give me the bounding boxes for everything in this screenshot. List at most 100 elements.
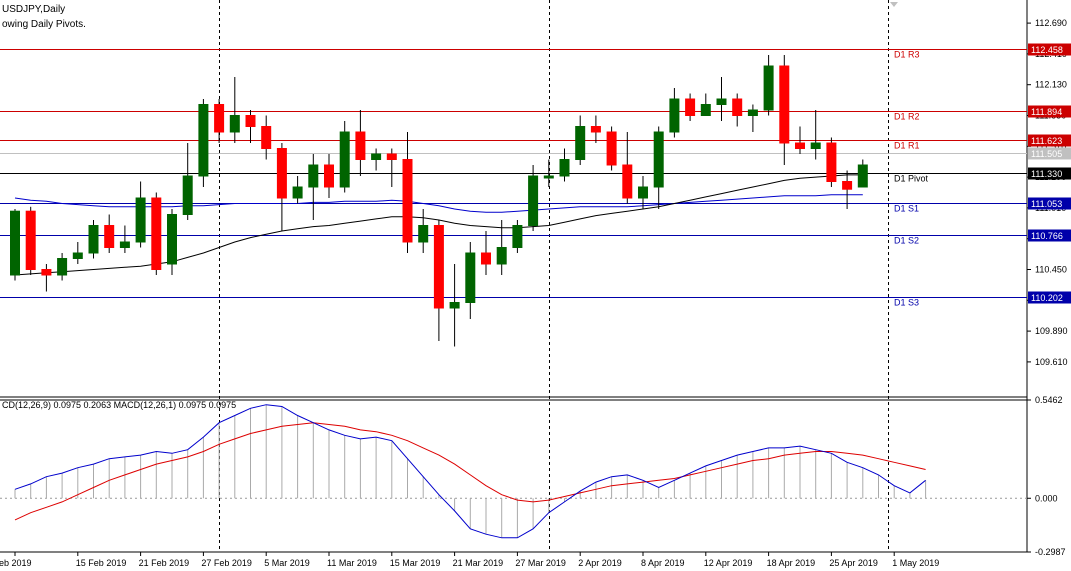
pivot-level-label: D1 R1 xyxy=(894,141,920,151)
candle-body xyxy=(198,104,209,177)
macd-tick-label: 0.5462 xyxy=(1035,395,1063,405)
candle-body xyxy=(622,164,633,199)
candle-body xyxy=(355,131,366,160)
macd-indicator-label: CD(12,26,9) 0.0975 0.2063 MACD(12,26,1) … xyxy=(2,400,236,410)
candle-body xyxy=(104,225,115,248)
candle-body xyxy=(575,126,586,160)
price-tick-label: 112.690 xyxy=(1035,18,1067,28)
pivot-price-box xyxy=(1028,197,1071,210)
candle-body xyxy=(638,186,648,199)
candle-body xyxy=(229,115,240,133)
candle-body xyxy=(810,142,821,149)
candle-body xyxy=(119,241,130,248)
price-tick-label: 109.890 xyxy=(1035,326,1068,336)
candle-body xyxy=(72,252,83,259)
candle-body xyxy=(669,98,680,133)
candle-body xyxy=(292,186,303,199)
candle-body xyxy=(606,131,617,166)
candle-body xyxy=(779,65,790,144)
candle-body xyxy=(449,302,460,309)
pivot-price-label: 111.623 xyxy=(1031,136,1062,146)
price-tick-label: 112.130 xyxy=(1035,80,1067,90)
candle-body xyxy=(308,164,319,188)
current-price-label: 111.505 xyxy=(1031,149,1062,159)
candle-body xyxy=(276,148,287,199)
candle-body xyxy=(57,258,68,276)
macd-tick-label: -0.2987 xyxy=(1035,547,1066,557)
candle-body xyxy=(716,98,727,105)
pivot-price-box xyxy=(1028,105,1071,118)
candle-body xyxy=(433,225,444,309)
macd-tick-label: 0.000 xyxy=(1035,493,1058,503)
candle-body xyxy=(481,252,491,265)
pivot-price-box xyxy=(1028,291,1071,304)
date-tick-label: 27 Feb 2019 xyxy=(201,558,252,568)
pivot-price-label: 112.458 xyxy=(1031,45,1063,55)
candle-body xyxy=(653,131,664,188)
date-tick-label: 15 Feb 2019 xyxy=(76,558,127,568)
candle-body xyxy=(41,269,52,276)
candle-body xyxy=(857,164,868,188)
candle-body xyxy=(826,142,837,182)
pivot-level-label: D1 S3 xyxy=(894,298,919,308)
pivot-price-label: 110.766 xyxy=(1031,231,1063,241)
date-tick-label: 27 Mar 2019 xyxy=(515,558,566,568)
candle-body xyxy=(496,247,507,265)
date-tick-label: 8 Apr 2019 xyxy=(641,558,685,568)
date-tick-label: 21 Feb 2019 xyxy=(139,558,190,568)
candle-body xyxy=(339,131,350,188)
date-tick-label: 18 Apr 2019 xyxy=(767,558,816,568)
candle-body xyxy=(261,126,272,149)
pivot-price-label: 111.894 xyxy=(1031,107,1062,117)
candle-body xyxy=(386,153,397,160)
pivot-level-label: D1 R3 xyxy=(894,50,920,60)
pivot-level-label: D1 R2 xyxy=(894,112,920,122)
candle-body xyxy=(543,175,554,179)
pivot-price-label: 111.330 xyxy=(1031,169,1062,179)
candle-body xyxy=(182,175,193,215)
indicator-note: owing Daily Pivots. xyxy=(2,19,86,30)
candle-body xyxy=(559,159,570,177)
candle-body xyxy=(418,225,429,243)
date-tick-label: 25 Apr 2019 xyxy=(829,558,878,568)
candle-body xyxy=(88,225,99,254)
symbol-label: USDJPY,Daily xyxy=(2,4,66,15)
current-price-box xyxy=(1028,147,1071,160)
pivot-price-label: 111.053 xyxy=(1031,199,1062,209)
pivot-level-label: D1 Pivot xyxy=(894,174,929,184)
candle-body xyxy=(685,98,696,116)
date-tick-label: 11 Mar 2019 xyxy=(327,558,377,568)
pivot-price-label: 110.202 xyxy=(1031,293,1063,303)
candle-body xyxy=(512,225,523,248)
date-tick-label: 1 May 2019 xyxy=(892,558,939,568)
candle-body xyxy=(25,210,36,270)
price-tick-label: 110.450 xyxy=(1035,265,1067,275)
candle-body xyxy=(324,164,334,188)
date-tick-label: 15 Mar 2019 xyxy=(390,558,441,568)
candle-body xyxy=(167,214,177,265)
candle-body xyxy=(747,109,758,116)
date-tick-label: 2 Apr 2019 xyxy=(578,558,622,568)
candle-body xyxy=(590,126,601,133)
candle-body xyxy=(732,98,743,116)
candle-body xyxy=(763,65,774,111)
candle-body xyxy=(10,210,20,276)
date-tick-label: eb 2019 xyxy=(0,558,32,568)
candle-body xyxy=(465,252,476,303)
pivot-price-box xyxy=(1028,167,1071,180)
date-tick-label: 5 Mar 2019 xyxy=(264,558,310,568)
candle-body xyxy=(700,104,711,116)
candle-body xyxy=(135,197,146,243)
macd-signal-line xyxy=(14,422,926,521)
pivot-price-box xyxy=(1028,134,1071,147)
pivot-level-label: D1 S2 xyxy=(894,236,919,246)
chart-shift-icon xyxy=(890,2,898,7)
candle-body xyxy=(214,104,225,133)
date-tick-label: 12 Apr 2019 xyxy=(704,558,753,568)
date-tick-label: 21 Mar 2019 xyxy=(453,558,504,568)
candle-body xyxy=(371,153,382,160)
candle-body xyxy=(245,115,256,127)
candle-body xyxy=(795,142,805,149)
pivot-price-box xyxy=(1028,229,1071,242)
